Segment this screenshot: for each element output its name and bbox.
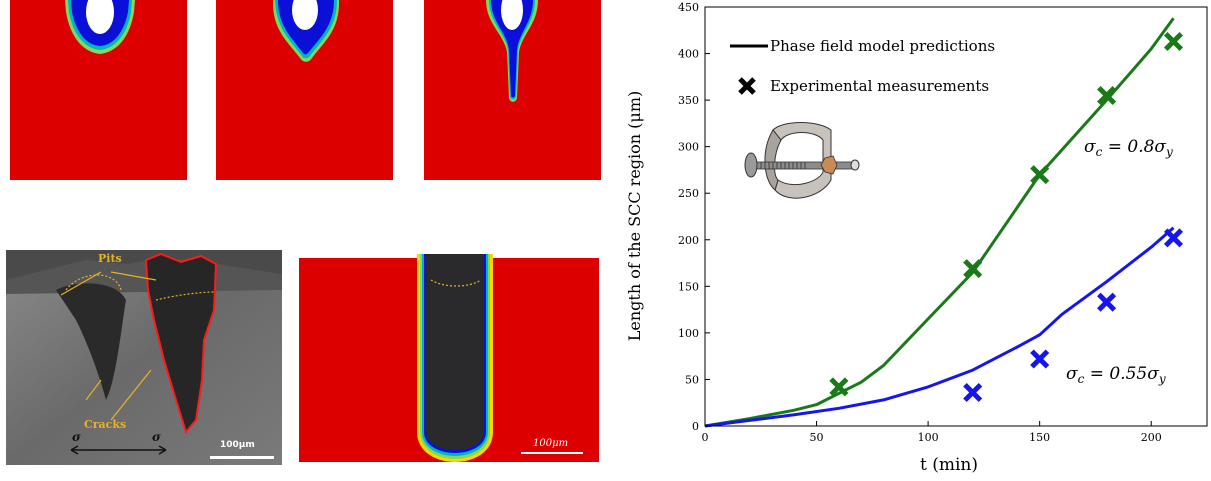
experiment-point-3-1 bbox=[1030, 349, 1050, 369]
y-tick-label-2: 100 bbox=[678, 327, 699, 340]
experiment-point-2-4 bbox=[1163, 31, 1184, 52]
c-ring-specimen-icon bbox=[744, 122, 860, 199]
simulation-snapshot-3 bbox=[424, 0, 601, 180]
legend: Phase field model predictions Experiment… bbox=[730, 37, 995, 95]
y-tick-label-1: 50 bbox=[685, 373, 699, 386]
y-axis-label: Length of the SCC region (μm) bbox=[625, 91, 644, 341]
chart-svg: 0 50 100 150 200050100150200250300350400450 … bbox=[625, 1, 1208, 475]
sim-scale-bar-label: 100μm bbox=[533, 438, 569, 449]
sem-image bbox=[6, 250, 282, 465]
x-tick-label-2: 100 bbox=[918, 431, 939, 444]
y-tick-label-3: 150 bbox=[678, 280, 699, 293]
y-tick-label-5: 250 bbox=[678, 187, 699, 200]
legend-label-model: Phase field model predictions bbox=[770, 37, 995, 55]
experiment-point-2-0 bbox=[829, 377, 849, 397]
y-tick-label-8: 400 bbox=[678, 48, 699, 61]
pit-shape-1 bbox=[65, 0, 135, 54]
y-tick-label-4: 200 bbox=[678, 234, 699, 247]
x-tick-label-0: 0 bbox=[702, 431, 709, 444]
scc-length-chart: 0 50 100 150 200 0 50 100 150 200 250 300 350 400 450 … bbox=[618, 0, 1211, 477]
y-tick-label-0: 0 bbox=[692, 420, 699, 433]
legend-label-experiment: Experimental measurements bbox=[770, 77, 989, 95]
simulated-crack bbox=[299, 254, 599, 462]
y-tick-label-6: 300 bbox=[678, 141, 699, 154]
simulated-crack-panel: 100μm bbox=[299, 254, 599, 462]
y-tick-label-9: 450 bbox=[678, 1, 699, 14]
legend-cross-marker bbox=[738, 77, 756, 95]
pits-label: Pits bbox=[98, 252, 122, 265]
plot-frame bbox=[704, 6, 1208, 427]
cracks-label: Cracks bbox=[84, 418, 127, 431]
y-tick-label-7: 350 bbox=[678, 94, 699, 107]
sem-scale-bar-label: 100μm bbox=[220, 440, 255, 450]
x-tick-label-4: 200 bbox=[1141, 431, 1162, 444]
x-tick-label-1: 50 bbox=[810, 431, 824, 444]
annotation-green: σc = 0.8σy bbox=[1084, 137, 1173, 159]
simulation-snapshot-1 bbox=[10, 0, 187, 180]
simulation-snapshot-2 bbox=[216, 0, 393, 180]
pit-shape-3 bbox=[486, 0, 538, 102]
experiment-point-3-3 bbox=[1163, 228, 1184, 248]
experiment-point-2-1 bbox=[963, 259, 983, 279]
experiment-point-2-3 bbox=[1097, 85, 1117, 106]
experiment-point-3-0 bbox=[963, 382, 983, 403]
sem-micrograph: Pits Cracks σ σ 100μm bbox=[6, 250, 282, 465]
model-line-0 bbox=[704, 17, 1175, 428]
experiment-point-3-2 bbox=[1097, 292, 1117, 312]
pit-shape-2 bbox=[271, 0, 340, 62]
annotation-blue: σc = 0.55σy bbox=[1066, 364, 1166, 386]
sigma-right-label: σ bbox=[152, 430, 161, 444]
x-axis-label: t (min) bbox=[920, 455, 978, 475]
model-line-1 bbox=[704, 226, 1175, 428]
experiment-point-2-2 bbox=[1030, 165, 1050, 185]
sigma-left-label: σ bbox=[72, 430, 81, 444]
x-tick-label-3: 150 bbox=[1029, 431, 1050, 444]
